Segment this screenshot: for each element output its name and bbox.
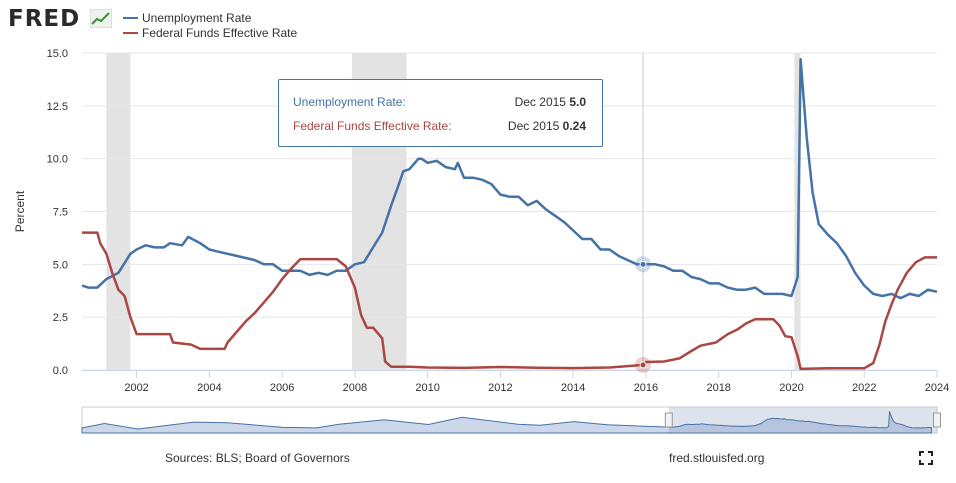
navigator-handle <box>664 412 673 428</box>
hover-markers <box>635 256 652 373</box>
tooltip-number: 5.0 <box>569 95 586 109</box>
legend-swatch-fedfunds <box>123 31 138 34</box>
series-line-fedfunds <box>82 231 937 371</box>
y-tick-label: 10.0 <box>47 154 68 166</box>
chart-header: FRED Unemployment Rate Federal Funds Eff… <box>0 0 956 48</box>
navigator[interactable] <box>81 406 941 434</box>
series-line-unemployment <box>81 58 938 300</box>
x-tick-label: 2014 <box>561 382 585 394</box>
y-tick-label: 2.5 <box>53 312 68 324</box>
site-link[interactable]: fred.stlouisfed.org <box>669 451 765 465</box>
legend-label: Federal Funds Effective Rate <box>142 26 298 40</box>
hover-point <box>639 361 647 369</box>
x-tick-label: 2018 <box>706 382 730 394</box>
tooltip-label: Federal Funds Effective Rate: <box>293 119 452 133</box>
x-tick-label: 2008 <box>343 382 367 394</box>
legend-label: Unemployment Rate <box>142 11 252 25</box>
series-lines <box>81 53 938 371</box>
x-tick-label: 2004 <box>197 382 221 394</box>
hover-point <box>639 260 647 268</box>
x-tick-label: 2002 <box>124 382 148 394</box>
tooltip-row-unemployment: Unemployment Rate: Dec 2015 5.0 <box>293 94 586 110</box>
legend-swatch-unemployment <box>123 16 138 19</box>
y-tick-label: 15.0 <box>47 48 68 60</box>
x-tick-label: 2006 <box>270 382 294 394</box>
tooltip-value: Dec 2015 0.24 <box>508 118 586 134</box>
x-tick-label: 2022 <box>852 382 876 394</box>
legend: Unemployment Rate Federal Funds Effectiv… <box>123 11 297 41</box>
y-tick-label: 7.5 <box>53 207 68 219</box>
navigator-series-area <box>81 411 932 434</box>
legend-item-unemployment[interactable]: Unemployment Rate <box>123 11 297 26</box>
y-axis-label: Percent <box>13 190 27 232</box>
y-tick-label: 0.0 <box>53 365 68 377</box>
tooltip-date: Dec 2015 <box>514 95 566 109</box>
x-tick-label: 2010 <box>415 382 439 394</box>
navigator-selection <box>668 407 937 433</box>
tooltip-label: Unemployment Rate: <box>293 95 406 109</box>
hover-tooltip: Unemployment Rate: Dec 2015 5.0 Federal … <box>278 79 603 147</box>
y-axis-ticks: 0.0 2.5 5.0 7.5 10.0 12.5 15.0 <box>47 48 68 377</box>
sources-text: Sources: BLS; Board of Governors <box>165 451 350 465</box>
tooltip-number: 0.24 <box>562 119 586 133</box>
fred-logo[interactable]: FRED <box>8 6 81 32</box>
y-tick-label: 5.0 <box>53 259 68 271</box>
x-tick-label: 2024 <box>925 382 949 394</box>
y-tick-label: 12.5 <box>47 101 68 113</box>
x-axis-ticks: 2002 2004 2006 2008 2010 2012 2014 2016 2018 2020… <box>82 370 949 394</box>
tooltip-date: Dec 2015 <box>507 119 560 133</box>
x-tick-label: 2020 <box>779 382 803 394</box>
legend-item-fedfunds[interactable]: Federal Funds Effective Rate <box>123 26 297 41</box>
fred-chart-logo-icon <box>90 9 112 28</box>
tooltip-row-fedfunds: Federal Funds Effective Rate: Dec 2015 0… <box>293 118 586 134</box>
line-chart[interactable]: 0.02.55.07.510.012.515.0 2002 2004 2006 200… <box>0 0 956 448</box>
navigator-handle <box>933 412 941 428</box>
tooltip-value: Dec 2015 5.0 <box>515 94 586 110</box>
x-tick-label: 2012 <box>488 382 512 394</box>
fullscreen-icon[interactable] <box>919 451 933 465</box>
x-tick-label: 2016 <box>634 382 658 394</box>
